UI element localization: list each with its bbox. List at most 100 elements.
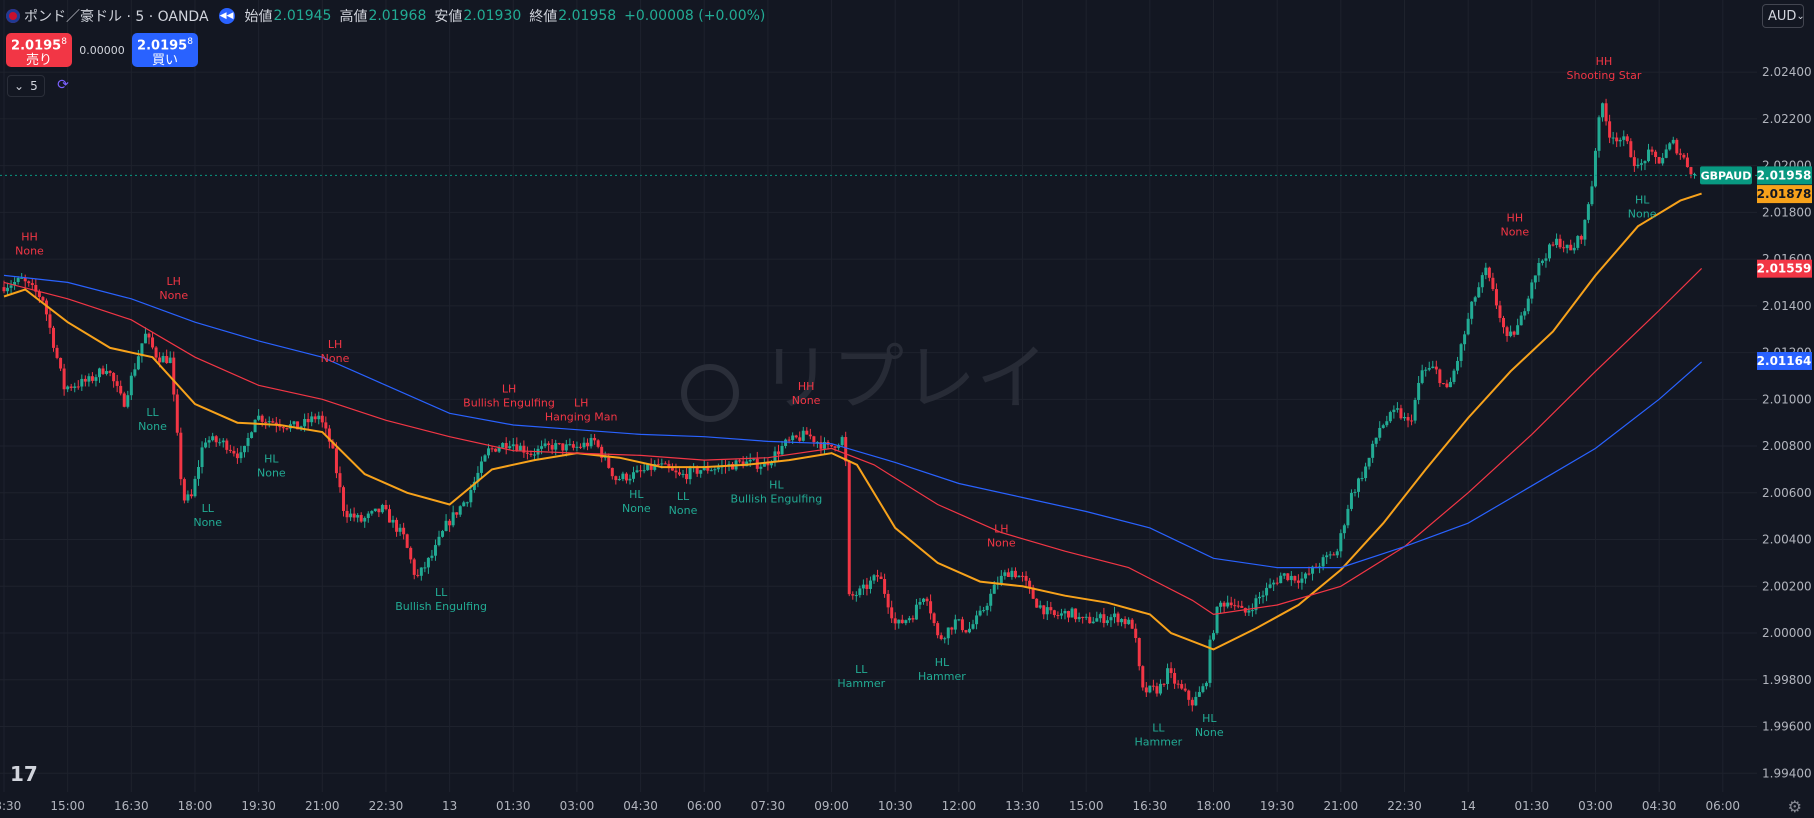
candle-body bbox=[1112, 613, 1116, 618]
candle-body bbox=[1332, 554, 1336, 556]
candle-body bbox=[1212, 633, 1216, 640]
candle-body bbox=[1219, 602, 1223, 607]
candle-body bbox=[1597, 117, 1601, 151]
interval-selector[interactable]: ⌄ 5 bbox=[7, 75, 45, 97]
x-tick-label: 22:30 bbox=[1387, 799, 1422, 813]
x-tick-label: 03:00 bbox=[1578, 799, 1613, 813]
candle-body bbox=[441, 531, 445, 537]
pattern-label: HH bbox=[798, 380, 815, 393]
candle-body bbox=[426, 557, 430, 568]
candle-body bbox=[1463, 334, 1467, 345]
candle-body bbox=[23, 277, 27, 282]
gear-icon[interactable]: ⚙ bbox=[1787, 797, 1802, 816]
symbol-title[interactable]: ポンド／豪ドル · 5 · OANDA bbox=[24, 9, 209, 25]
candle-body bbox=[469, 490, 473, 503]
candle-body bbox=[504, 443, 508, 449]
candle-body bbox=[925, 598, 929, 602]
pattern-name-label: Hammer bbox=[918, 670, 966, 683]
candle-body bbox=[405, 534, 409, 548]
chart-header: ポンド／豪ドル · 5 · OANDA ◀◀ 始値 2.01945 高値 2.0… bbox=[6, 5, 773, 27]
candle-body bbox=[490, 448, 494, 450]
candle-body bbox=[1685, 157, 1689, 168]
candle-body bbox=[1289, 575, 1293, 581]
candle-body bbox=[904, 620, 908, 624]
candle-body bbox=[1006, 572, 1010, 577]
candle-body bbox=[759, 466, 763, 469]
candle-body bbox=[55, 347, 59, 358]
candle-body bbox=[957, 619, 961, 621]
candle-body bbox=[182, 479, 186, 501]
candle-body bbox=[886, 593, 890, 608]
price-tag-value: 2.01164 bbox=[1757, 354, 1812, 368]
pattern-name-label: None bbox=[15, 244, 44, 257]
candle-body bbox=[395, 519, 399, 532]
price-tag-value: 2.01958 bbox=[1757, 168, 1812, 182]
pattern-name-label: Bullish Engulfing bbox=[731, 492, 823, 505]
pattern-name-label: Bullish Engulfing bbox=[395, 600, 487, 613]
pattern-label: HL bbox=[935, 656, 950, 669]
candle-body bbox=[1530, 282, 1534, 299]
candle-body bbox=[1088, 616, 1092, 624]
candle-body bbox=[189, 494, 193, 497]
candle-body bbox=[1615, 137, 1619, 142]
sell-button[interactable]: 2.01958 売り bbox=[6, 33, 72, 69]
candle-body bbox=[861, 584, 865, 589]
tradingview-logo[interactable]: 17 bbox=[10, 762, 38, 786]
candle-body bbox=[791, 435, 795, 441]
candle-body bbox=[681, 473, 685, 475]
candle-body bbox=[1204, 682, 1208, 687]
candle-body bbox=[1601, 103, 1605, 118]
candle-body bbox=[784, 439, 788, 446]
candle-body bbox=[1095, 618, 1099, 622]
candle-body bbox=[557, 443, 561, 445]
candle-body bbox=[1625, 136, 1629, 142]
candle-body bbox=[1427, 368, 1431, 370]
candle-body bbox=[200, 447, 204, 468]
candle-body bbox=[1632, 157, 1636, 167]
candle-body bbox=[766, 462, 770, 466]
candle-body bbox=[1417, 382, 1421, 400]
candle-body bbox=[844, 437, 848, 462]
candle-body bbox=[1250, 610, 1254, 612]
candle-body bbox=[281, 427, 285, 429]
candle-body bbox=[1091, 621, 1095, 624]
candle-body bbox=[501, 443, 505, 448]
candle-body bbox=[971, 624, 975, 629]
time-axis[interactable]: 13:30 15:00 16:30 18:00 19:30 21:00 22:30 13 01:… bbox=[0, 799, 1740, 813]
candle-body bbox=[1070, 608, 1074, 618]
pattern-label: HH bbox=[21, 230, 38, 243]
candle-body bbox=[769, 462, 773, 466]
y-tick-label: 1.99800 bbox=[1762, 673, 1812, 687]
pattern-label: HL bbox=[1635, 193, 1650, 206]
candle-body bbox=[278, 425, 282, 428]
sell-label: 売り bbox=[25, 53, 52, 69]
buy-button[interactable]: 2.01958 買い bbox=[132, 33, 198, 68]
candle-body bbox=[911, 618, 915, 620]
candle-body bbox=[1028, 580, 1032, 588]
candle-body bbox=[1593, 150, 1597, 187]
candle-body bbox=[52, 327, 56, 348]
candle-body bbox=[1035, 598, 1039, 608]
x-tick-label: 19:30 bbox=[241, 799, 276, 813]
price-axis[interactable]: 2.024002.022002.020002.018002.016002.014… bbox=[1762, 65, 1812, 780]
candle-body bbox=[175, 394, 179, 433]
sync-icon[interactable]: ⟳ bbox=[57, 77, 69, 93]
low-label: 安値 bbox=[434, 9, 463, 25]
candle-body bbox=[900, 619, 904, 624]
pattern-label: LL bbox=[855, 663, 868, 676]
candle-body bbox=[876, 575, 880, 577]
candle-body bbox=[1190, 699, 1194, 706]
replay-icon[interactable]: ◀◀ bbox=[218, 8, 235, 24]
candle-body bbox=[593, 437, 597, 441]
open-label: 始値 bbox=[244, 9, 273, 25]
close-label: 終値 bbox=[529, 9, 558, 25]
candle-body bbox=[780, 445, 784, 455]
candle-body bbox=[1233, 605, 1237, 607]
candle-body bbox=[129, 375, 133, 396]
candle-body bbox=[1013, 570, 1017, 578]
pattern-name-label: Shooting Star bbox=[1567, 69, 1642, 82]
currency-selector[interactable]: AUD ⌄ bbox=[1762, 4, 1805, 28]
candle-body bbox=[409, 547, 413, 560]
candle-body bbox=[950, 627, 954, 630]
